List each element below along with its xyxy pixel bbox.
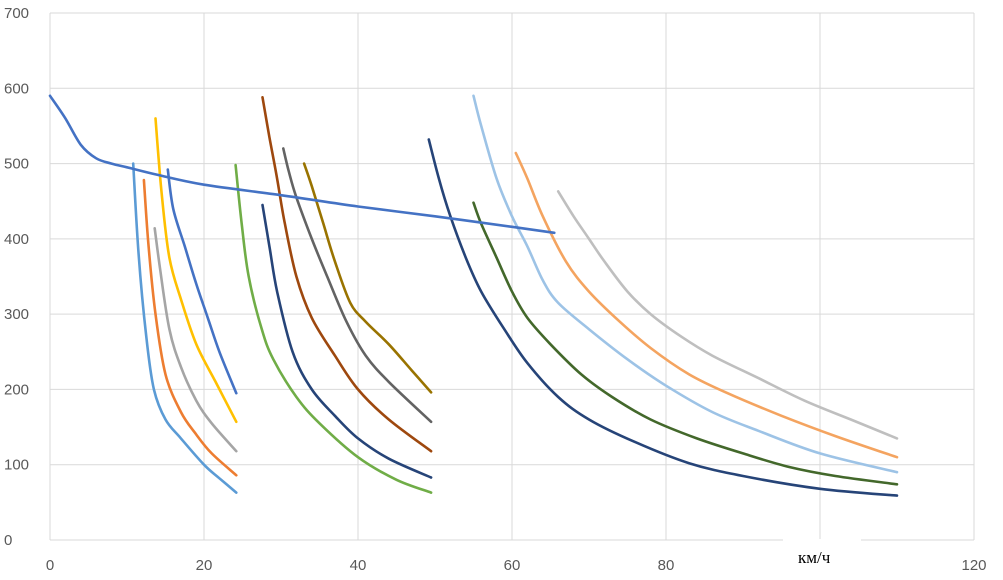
series-line-7 (261, 203, 433, 479)
x-tick-label: 80 (658, 557, 675, 574)
y-tick-label: 700 (4, 5, 29, 22)
series-line-12 (472, 201, 899, 486)
x-tick-label: 0 (46, 557, 54, 574)
y-tick-label: 600 (4, 80, 29, 97)
series-line-11 (427, 138, 899, 497)
series-line-16 (48, 94, 556, 235)
series-lines (48, 94, 899, 497)
series-line-2 (142, 178, 238, 477)
x-tick-label: 120 (961, 557, 986, 574)
series-line-4 (154, 117, 238, 424)
y-tick-label: 300 (4, 306, 29, 323)
series-line-13 (472, 94, 899, 474)
series-line-3 (153, 227, 238, 453)
x-tick-label: 60 (504, 557, 521, 574)
x-tick-label: 40 (350, 557, 367, 574)
y-tick-label: 100 (4, 457, 29, 474)
y-tick-label: 500 (4, 156, 29, 173)
series-line-15 (556, 190, 899, 440)
series-line-9 (282, 147, 433, 424)
series-line-10 (302, 162, 433, 394)
y-tick-label: 0 (4, 532, 12, 549)
y-axis-ticks: 0 100 200 300 400 500 600 700 (4, 5, 29, 549)
grid (49, 12, 975, 541)
series-line-6 (234, 163, 433, 494)
y-tick-label: 200 (4, 381, 29, 398)
series-line-5 (166, 168, 238, 395)
y-tick-label: 400 (4, 231, 29, 248)
x-axis-label: км/ч (798, 548, 831, 567)
x-tick-label: 20 (196, 557, 213, 574)
series-line-14 (514, 151, 899, 459)
series-line-1 (131, 162, 238, 494)
x-axis-label-box (783, 539, 861, 571)
series-line-8 (261, 96, 433, 453)
